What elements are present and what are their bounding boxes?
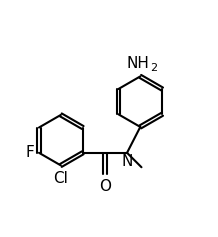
Text: N: N (121, 154, 133, 169)
Text: F: F (26, 145, 35, 160)
Text: 2: 2 (150, 63, 158, 73)
Text: Cl: Cl (53, 171, 68, 186)
Text: NH: NH (127, 56, 150, 71)
Text: O: O (99, 179, 111, 194)
